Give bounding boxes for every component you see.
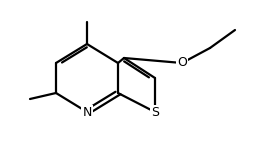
Text: N: N xyxy=(82,105,92,118)
Text: S: S xyxy=(151,105,159,118)
Text: O: O xyxy=(177,57,187,70)
